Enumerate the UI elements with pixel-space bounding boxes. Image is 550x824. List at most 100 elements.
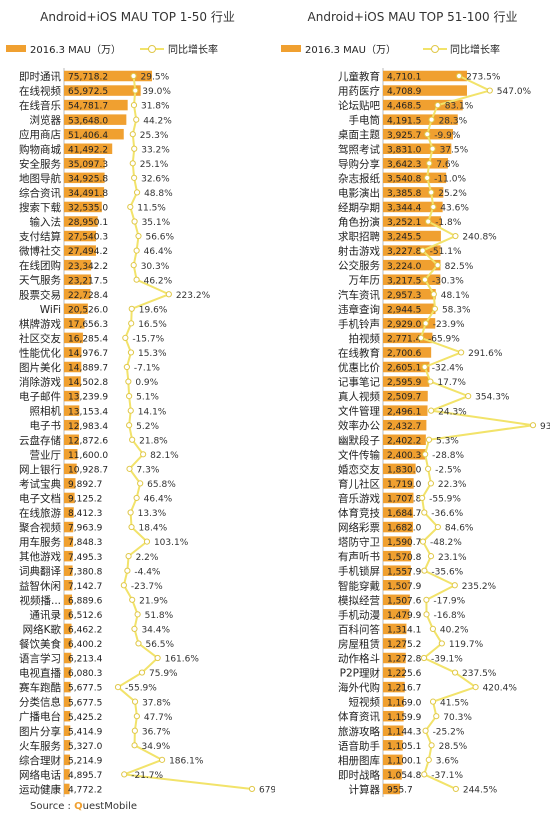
- category-label: 幽默段子: [338, 434, 380, 447]
- category-label: 体育竞技: [338, 507, 380, 520]
- growth-marker: [420, 654, 428, 662]
- growth-marker: [143, 538, 151, 545]
- growth-marker: [131, 742, 138, 749]
- growth-value-label: 11.5%: [137, 204, 166, 214]
- growth-marker: [133, 713, 140, 720]
- growth-value-label: 44.2%: [143, 116, 172, 126]
- mau-bar: [383, 419, 427, 431]
- mau-value-label: 1,682.0: [387, 524, 422, 534]
- growth-value-label: 28.3%: [439, 116, 468, 126]
- growth-marker: [421, 276, 429, 283]
- growth-value-label: 21.8%: [139, 436, 168, 446]
- category-label: 词典翻译: [19, 565, 61, 578]
- growth-marker: [131, 727, 138, 734]
- category-label: 射击游戏: [338, 245, 380, 258]
- mau-bar: [383, 230, 441, 242]
- mau-value-label: 3,245.5: [387, 233, 421, 243]
- category-label: 网络K歌: [23, 623, 62, 636]
- growth-value-label: 240.8%: [462, 233, 497, 243]
- growth-marker: [452, 232, 459, 240]
- mau-bar: [383, 710, 404, 722]
- mau-value-label: 7,380.8: [68, 567, 103, 577]
- category-label: 记事笔记: [338, 376, 380, 389]
- mau-value-label: 2,605.1: [387, 364, 421, 374]
- category-label: 优惠比价: [338, 361, 380, 374]
- category-label: 手机铃声: [338, 317, 380, 330]
- category-label: 在线旅游: [19, 507, 61, 520]
- category-label: 即时战略: [338, 768, 380, 781]
- mau-value-label: 5,677.5: [68, 698, 102, 708]
- growth-marker: [425, 436, 433, 443]
- mau-value-label: 20,526.0: [68, 305, 108, 315]
- mau-bar: [64, 187, 105, 198]
- chart-title: Android+iOS MAU TOP 51-100 行业: [307, 10, 518, 24]
- mau-bar: [383, 70, 467, 82]
- growth-marker: [129, 436, 136, 443]
- growth-value-label: 5.3%: [436, 436, 459, 446]
- category-label: 导购分享: [338, 157, 380, 170]
- mau-bar: [64, 681, 71, 693]
- mau-bar: [64, 274, 91, 285]
- growth-marker: [128, 320, 135, 327]
- growth-value-label: 43.6%: [440, 204, 469, 214]
- mau-value-label: 23,217.5: [68, 276, 108, 286]
- category-label: 性能优化: [19, 346, 61, 359]
- legend-bar-label: 2016.3 MAU（万）: [305, 45, 396, 56]
- mau-bar: [383, 478, 414, 489]
- mau-value-label: 51,406.4: [68, 131, 108, 141]
- mau-bar: [64, 740, 71, 751]
- mau-bar: [64, 580, 73, 591]
- growth-value-label: 30.3%: [141, 262, 170, 272]
- category-label: 文件管理: [338, 405, 380, 418]
- growth-value-label: 420.4%: [483, 684, 518, 694]
- growth-value-label: 119.7%: [449, 640, 484, 650]
- mau-value-label: 7,495.3: [68, 553, 102, 563]
- category-label: 文件传输: [338, 448, 380, 461]
- growth-value-label: -35.6%: [431, 567, 463, 577]
- growth-line: [116, 75, 253, 790]
- growth-value-label: -1.8%: [435, 218, 462, 228]
- growth-value-label: 547.0%: [497, 87, 532, 97]
- category-label: 电视直播: [19, 667, 61, 680]
- mau-bar: [64, 70, 152, 82]
- category-label: 角色扮演: [338, 216, 380, 229]
- category-label: 图片美化: [19, 361, 61, 374]
- mau-value-label: 34,925.8: [68, 174, 108, 184]
- mau-value-label: 2,929.0: [387, 320, 422, 330]
- mau-bar: [383, 594, 410, 606]
- category-label: 儿童教育: [338, 70, 380, 83]
- category-label: 在线团购: [19, 259, 61, 272]
- growth-marker: [158, 756, 166, 763]
- category-label: 综合资讯: [19, 186, 61, 199]
- mau-value-label: 1,314.1: [387, 626, 421, 636]
- mau-value-label: 3,831.0: [387, 145, 422, 155]
- mau-value-label: 2,432.7: [387, 422, 421, 432]
- growth-value-label: 33.2%: [141, 145, 170, 155]
- mau-value-label: 1,719.0: [387, 480, 422, 490]
- category-label: 相册图库: [338, 754, 380, 767]
- mau-bar: [383, 274, 441, 285]
- mau-value-label: 1,570.8: [387, 553, 422, 563]
- growth-value-label: -23.9%: [433, 320, 465, 330]
- category-label: 电子邮件: [19, 390, 61, 403]
- mau-value-label: 7,142.7: [68, 582, 102, 592]
- growth-marker: [125, 553, 132, 560]
- category-label: 输入法: [30, 216, 62, 229]
- growth-marker: [131, 218, 138, 225]
- growth-marker: [135, 640, 142, 647]
- mau-bar: [64, 449, 78, 460]
- mau-bar: [383, 259, 441, 271]
- growth-value-label: 237.5%: [462, 669, 497, 679]
- mau-bar: [383, 361, 430, 373]
- mau-value-label: 16,285.4: [68, 335, 108, 345]
- category-label: 公交服务: [338, 259, 380, 272]
- category-label: 地图导航: [19, 172, 61, 185]
- growth-marker: [423, 596, 430, 603]
- growth-value-label: 48.8%: [144, 189, 173, 199]
- mau-bar: [383, 449, 426, 460]
- mau-value-label: 9,125.2: [68, 495, 102, 505]
- mau-bar: [383, 623, 407, 635]
- mau-value-label: 34,491.8: [68, 189, 108, 199]
- mau-bar: [383, 507, 414, 518]
- mau-bar: [64, 405, 80, 416]
